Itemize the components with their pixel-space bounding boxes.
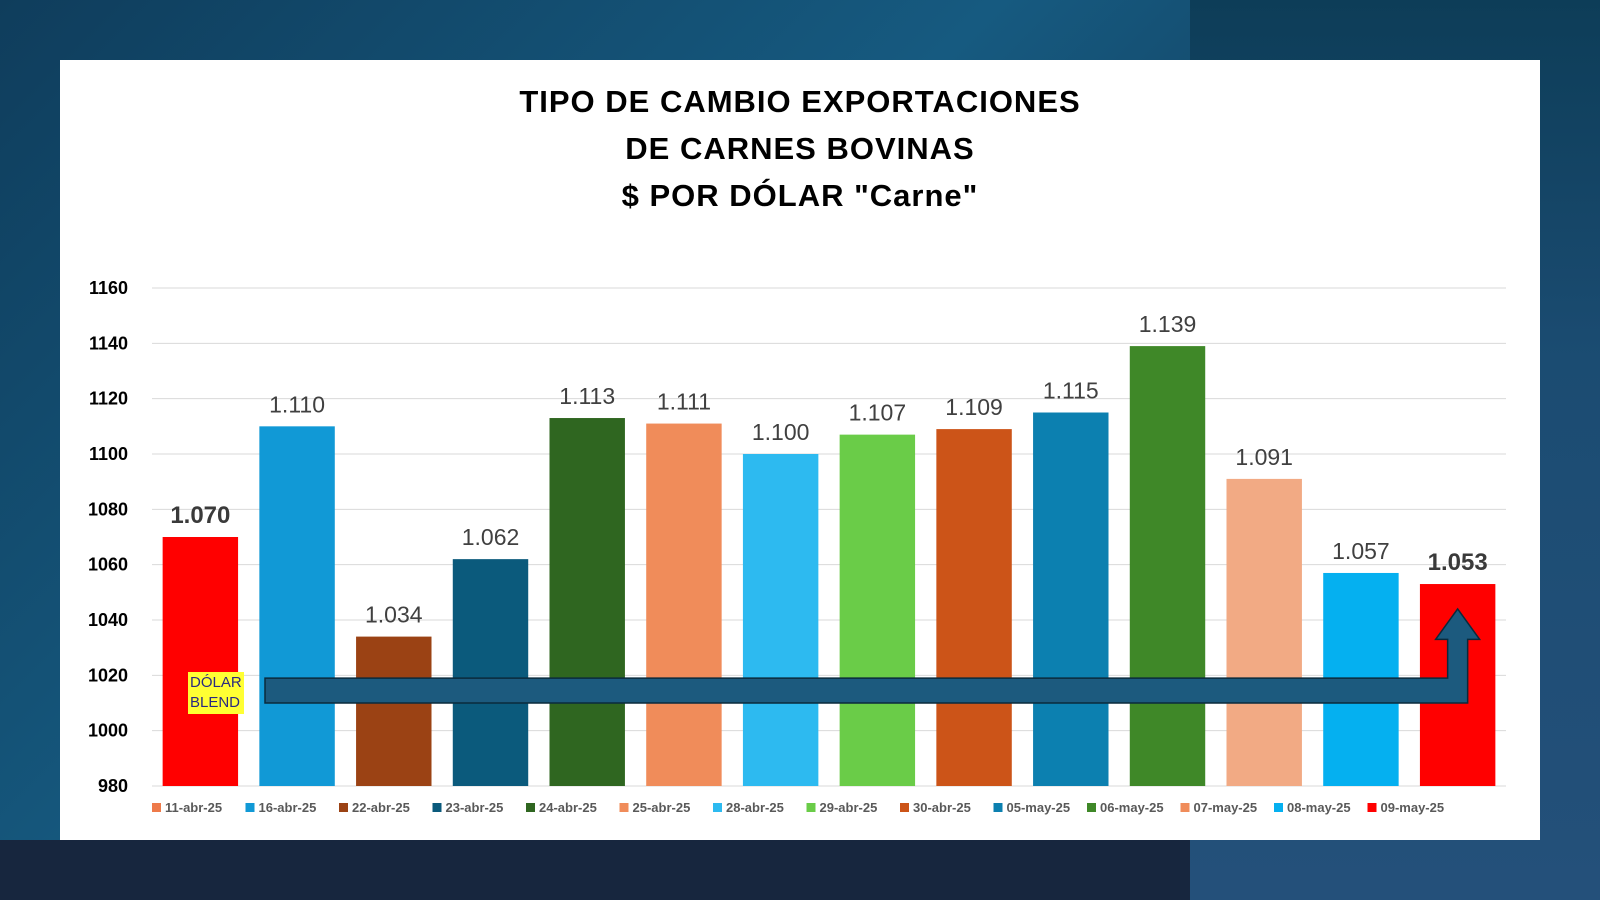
blend-arrow — [264, 607, 1482, 704]
data-label: 1.107 — [849, 400, 907, 426]
legend-label: 22-abr-25 — [352, 800, 410, 815]
legend-label: 09-may-25 — [1381, 800, 1445, 815]
dolar-blend-label: DÓLAR BLEND — [188, 672, 244, 714]
bars — [162, 346, 1496, 786]
blend-label-line-1: DÓLAR — [190, 674, 242, 691]
data-label: 1.139 — [1139, 311, 1197, 337]
y-tick-label: 1140 — [89, 333, 128, 353]
bar-25-abr-25 — [646, 423, 722, 786]
legend-label: 28-abr-25 — [726, 800, 784, 815]
legend-swatch — [1274, 803, 1283, 812]
y-tick-label: 1060 — [88, 555, 128, 575]
legend-label: 25-abr-25 — [633, 800, 691, 815]
bar-23-abr-25 — [452, 559, 529, 786]
legend-swatch — [339, 803, 348, 812]
data-label: 1.053 — [1428, 549, 1488, 576]
legend-swatch — [900, 803, 909, 812]
bar-24-abr-25 — [549, 418, 625, 786]
chart-title: TIPO DE CAMBIO EXPORTACIONES DE CARNES B… — [60, 78, 1540, 219]
legend-swatch — [245, 803, 255, 812]
blend-label-line-2: BLEND — [190, 694, 241, 711]
bar-22-abr-25 — [356, 636, 432, 786]
bar-16-abr-25 — [259, 426, 335, 786]
data-label: 1.113 — [559, 383, 615, 409]
data-label: 1.100 — [752, 419, 810, 445]
data-label: 1.070 — [170, 502, 230, 529]
data-label: 1.109 — [945, 394, 1003, 420]
y-tick-label: 1120 — [89, 389, 128, 409]
title-line-2: DE CARNES BOVINAS — [625, 131, 975, 166]
data-label: 1.034 — [365, 602, 423, 628]
y-tick-label: 1100 — [89, 444, 128, 464]
gridlines — [152, 287, 1506, 787]
data-label: 1.110 — [269, 391, 325, 417]
blend-arrow-shape — [264, 607, 1482, 704]
chart-panel: TIPO DE CAMBIO EXPORTACIONES DE CARNES B… — [60, 60, 1540, 840]
legend-swatch — [1180, 803, 1190, 812]
legend-label: 29-abr-25 — [820, 800, 878, 815]
legend-label: 07-may-25 — [1194, 800, 1258, 815]
legend-swatch — [1367, 803, 1377, 812]
legend-label: 06-may-25 — [1100, 800, 1164, 815]
bar-chart: 980100010201040106010801100112011401160 … — [88, 278, 1506, 815]
data-label: 1.111 — [657, 389, 711, 415]
title-line-1: TIPO DE CAMBIO EXPORTACIONES — [519, 84, 1081, 119]
bar-05-may-25 — [1033, 412, 1109, 786]
legend-swatch — [1087, 803, 1096, 812]
data-label: 1.115 — [1043, 378, 1099, 404]
legend-swatch — [993, 803, 1003, 812]
legend-swatch — [152, 803, 161, 812]
bar-30-abr-25 — [936, 429, 1012, 786]
legend-swatch — [806, 803, 816, 812]
bar-06-may-25 — [1129, 346, 1206, 786]
background-shape-bottom — [0, 840, 1190, 900]
bar-07-may-25 — [1226, 478, 1302, 786]
legend-label: 23-abr-25 — [446, 800, 504, 815]
legend-swatch — [526, 803, 535, 812]
legend-label: 11-abr-25 — [165, 800, 222, 815]
legend-label: 24-abr-25 — [539, 800, 597, 815]
data-labels: 1.070 1.110 1.034 1.062 1.113 1.111 1.100 1.107… — [170, 311, 1487, 627]
bar-29-abr-25 — [839, 434, 916, 786]
legend-label: 30-abr-25 — [913, 800, 971, 815]
data-label: 1.062 — [462, 524, 520, 550]
bar-28-abr-25 — [742, 454, 819, 786]
y-tick-label: 1080 — [88, 499, 128, 519]
y-tick-label: 1000 — [88, 721, 128, 741]
y-axis-ticks: 980 1000 1020 1040 1060 1080 1100 1120 1140 1160 — [88, 278, 128, 796]
legend-swatch — [619, 803, 629, 812]
bar-11-abr-25 — [162, 537, 239, 786]
data-label: 1.091 — [1235, 444, 1293, 470]
title-line-3: $ POR DÓLAR "Carne" — [621, 178, 979, 213]
data-label: 1.057 — [1332, 538, 1390, 564]
legend-label: 16-abr-25 — [259, 800, 317, 815]
legend-swatch — [432, 803, 442, 812]
legend: 11-abr-25 16-abr-25 22-abr-25 23-abr-25 24-a… — [152, 800, 1444, 815]
legend-label: 08-may-25 — [1287, 800, 1351, 815]
legend-swatch — [713, 803, 722, 812]
y-tick-label: 1160 — [89, 278, 128, 298]
y-tick-label: 1040 — [88, 610, 128, 630]
legend-label: 05-may-25 — [1007, 800, 1071, 815]
y-tick-label: 980 — [98, 776, 128, 796]
y-tick-label: 1020 — [88, 665, 128, 685]
